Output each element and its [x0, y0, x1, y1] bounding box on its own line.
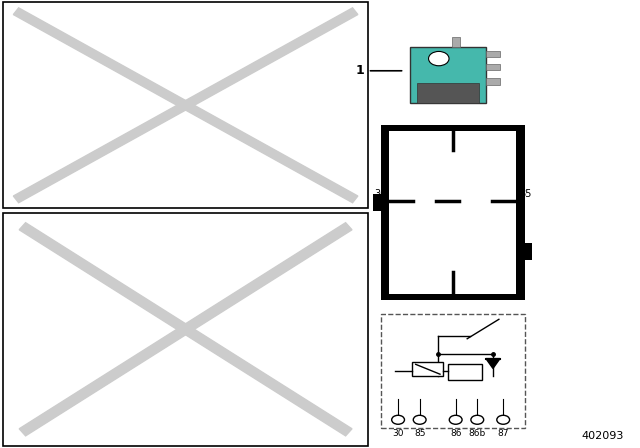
Text: 402093: 402093: [582, 431, 624, 441]
Text: 86: 86: [450, 429, 461, 438]
Circle shape: [471, 415, 484, 424]
Text: 30: 30: [392, 429, 404, 438]
Bar: [486, 64, 500, 70]
Text: 86: 86: [434, 260, 446, 270]
Bar: [417, 83, 479, 103]
Circle shape: [449, 415, 462, 424]
Bar: [449, 364, 482, 380]
Polygon shape: [13, 8, 358, 202]
Circle shape: [497, 415, 509, 424]
Text: 1: 1: [356, 64, 402, 78]
Bar: [381, 314, 525, 428]
Bar: [486, 78, 500, 85]
Text: 87: 87: [497, 429, 509, 438]
Bar: [486, 51, 500, 57]
Text: 85: 85: [519, 189, 531, 199]
Text: 87: 87: [458, 151, 470, 161]
Circle shape: [429, 52, 449, 66]
Circle shape: [392, 415, 404, 424]
Bar: [389, 131, 516, 294]
Polygon shape: [19, 223, 352, 436]
Circle shape: [413, 415, 426, 424]
Polygon shape: [13, 8, 358, 202]
Bar: [381, 125, 525, 300]
Bar: [373, 194, 385, 211]
Text: 86b: 86b: [468, 429, 486, 438]
Bar: [452, 37, 460, 47]
Text: 30: 30: [374, 189, 387, 199]
Polygon shape: [19, 223, 352, 436]
Text: 86b: 86b: [444, 189, 462, 199]
Bar: [3, 2, 368, 208]
Text: 85: 85: [414, 429, 426, 438]
Polygon shape: [486, 358, 500, 368]
Bar: [410, 47, 486, 103]
Bar: [3, 213, 368, 446]
Bar: [521, 243, 532, 260]
Bar: [412, 362, 443, 376]
